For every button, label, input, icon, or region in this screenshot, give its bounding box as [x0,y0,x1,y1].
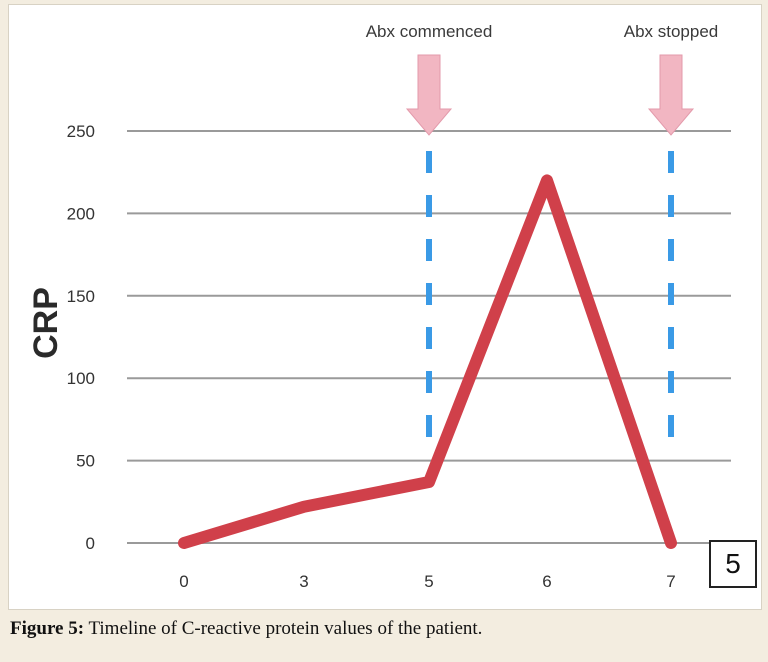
caption-label: Figure 5: [10,618,85,639]
data-point-7 [668,540,674,546]
ytick-label-50: 50 [76,452,95,471]
annotation-arrow-1 [647,54,695,136]
xtick-label-7: 7 [666,572,675,591]
ytick-label-200: 200 [67,204,95,223]
data-point-5 [426,479,432,485]
series-line-0 [178,174,677,549]
y-axis-label: CRP [27,287,65,359]
panel-number-badge: 5 [709,540,757,588]
annotation-label-1: Abx stopped [624,22,719,41]
caption-text: Timeline of C-reactive protein values of… [84,618,483,639]
xtick-label-0: 0 [179,572,188,591]
annotation-arrow-0 [405,54,453,136]
ytick-label-100: 100 [67,369,95,388]
data-point-0 [181,540,187,546]
xtick-label-5: 5 [424,572,433,591]
ytick-label-250: 250 [67,122,95,141]
ytick-label-150: 150 [67,287,95,306]
data-point-3 [301,504,307,510]
figure-panel: 0 50 100 150 200 250 0 3 5 6 7 CRP Abx commenced Abx … [8,4,762,610]
ytick-label-0: 0 [86,534,95,553]
figure-caption: Figure 5: Timeline of C-reactive protein… [10,618,482,640]
annotation-label-0: Abx commenced [366,22,493,41]
xtick-label-6: 6 [542,572,551,591]
xtick-label-3: 3 [299,572,308,591]
crp-line-chart: 0 50 100 150 200 250 0 3 5 6 7 CRP Abx commenced Abx … [27,22,731,591]
data-point-6 [544,177,550,183]
